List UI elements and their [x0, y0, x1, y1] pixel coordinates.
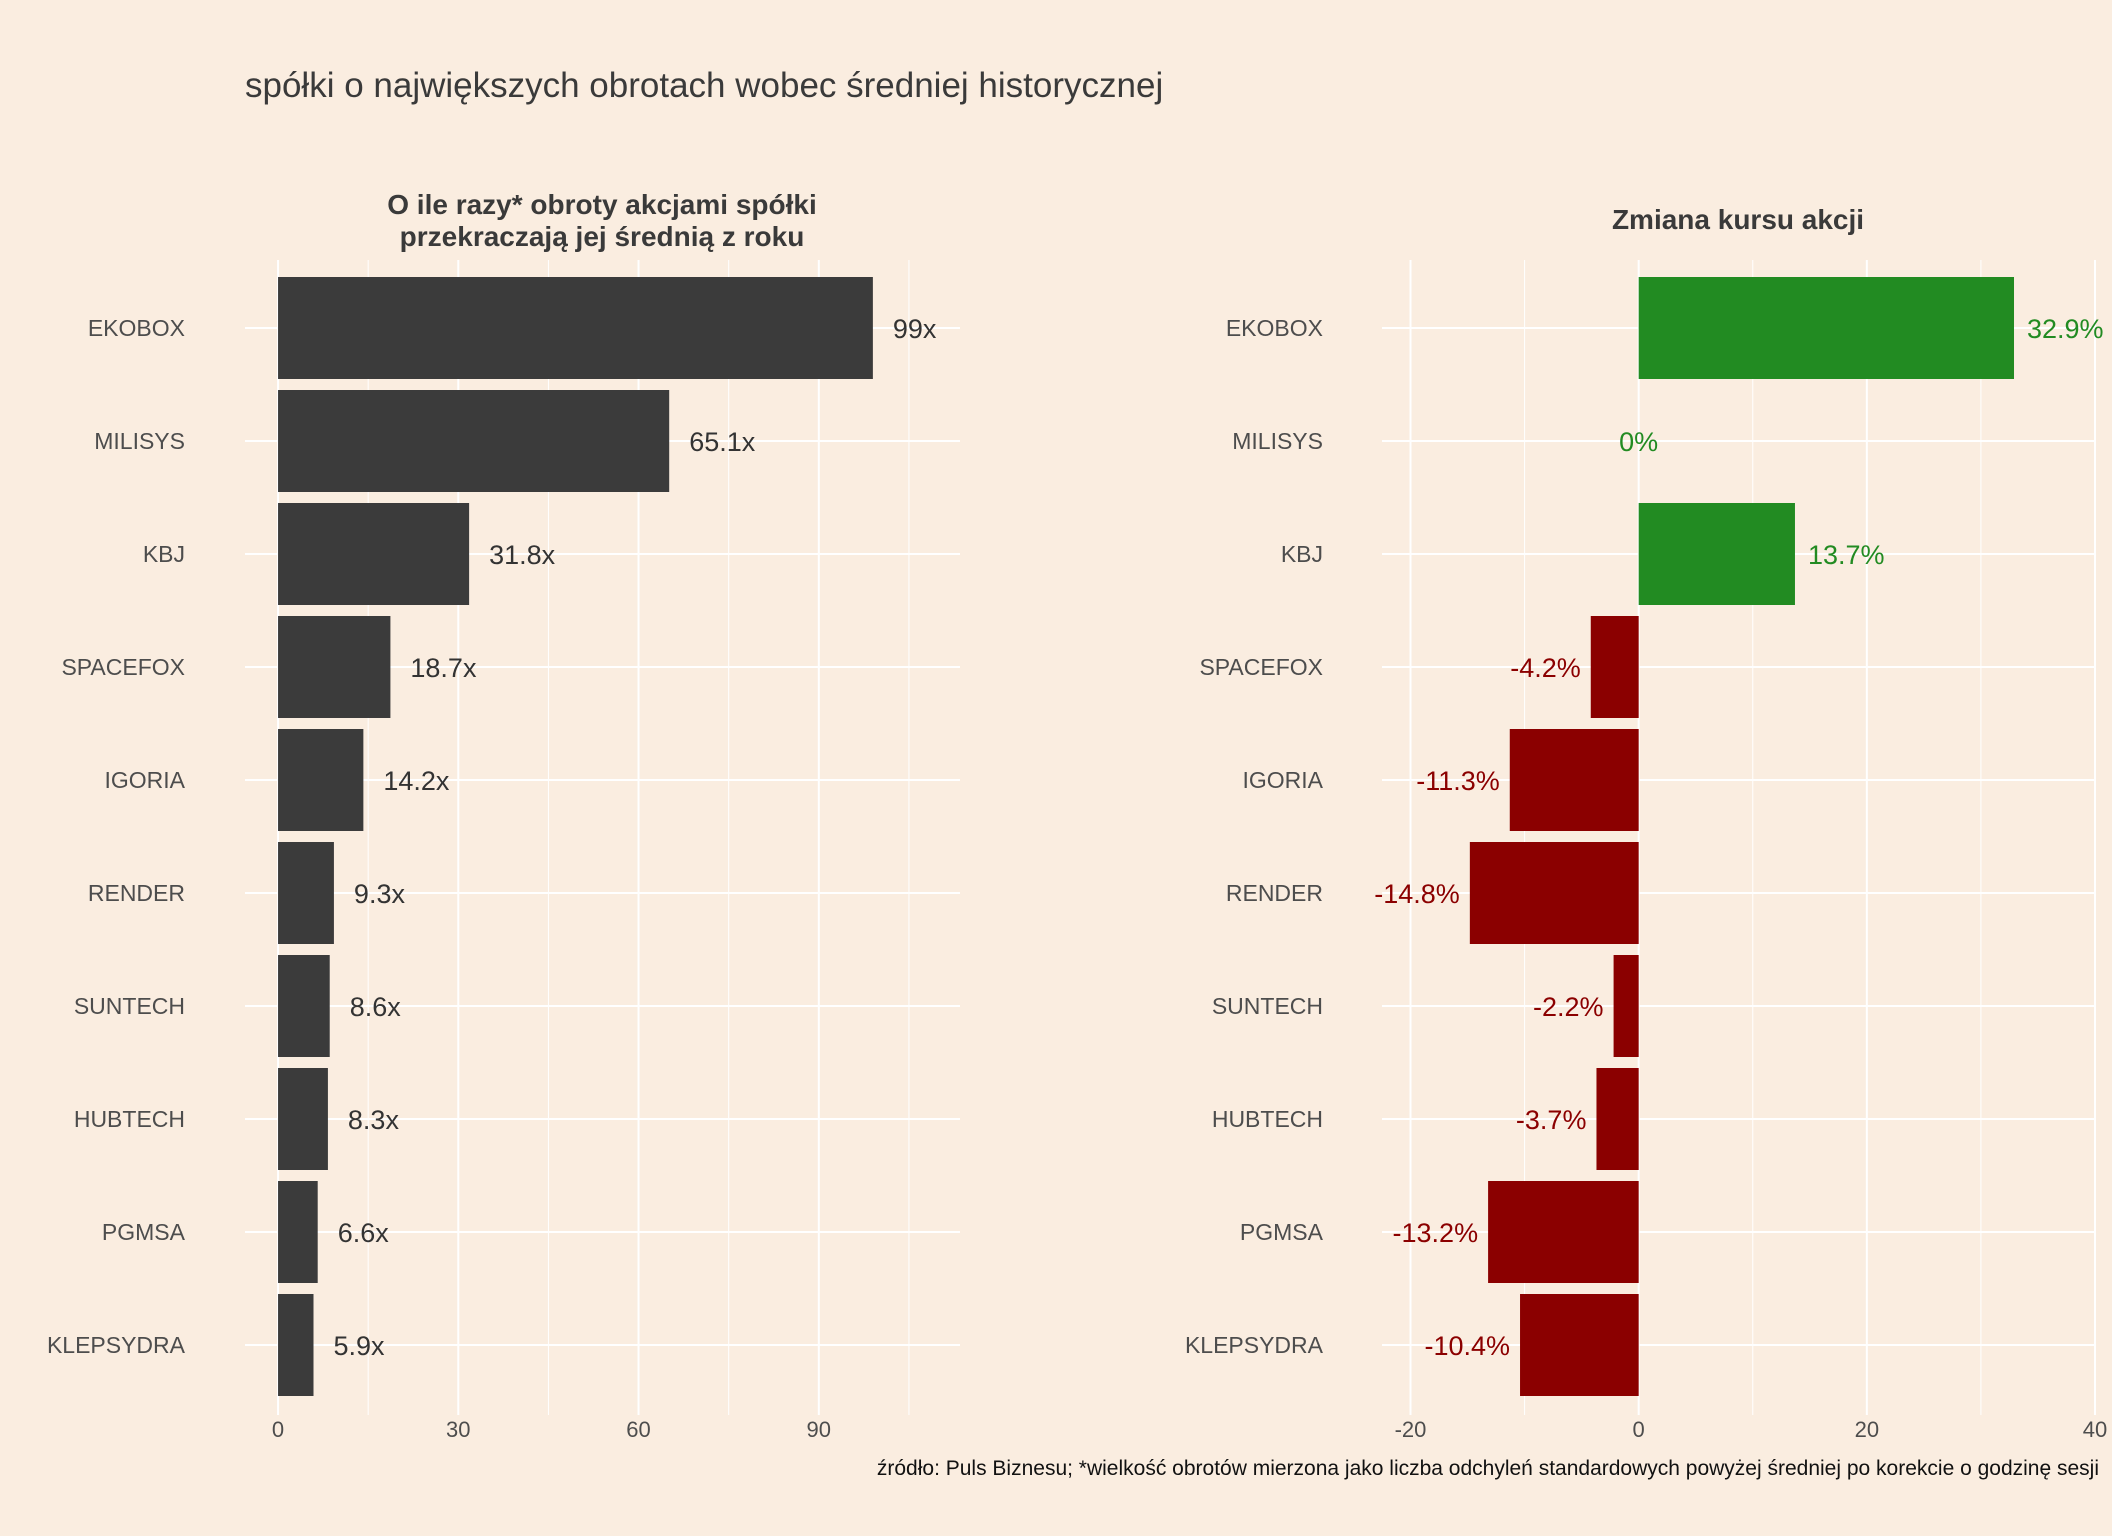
category-label: EKOBOX [1226, 315, 1323, 341]
data-label: 8.6x [350, 992, 402, 1022]
data-label: 99x [893, 314, 937, 344]
bar-milisys [278, 390, 670, 492]
bar-hubtech [1596, 1068, 1639, 1170]
bar-igoria [278, 729, 364, 831]
bar-hubtech [278, 1068, 328, 1170]
x-tick-label: 30 [446, 1417, 470, 1442]
data-label: -4.2% [1510, 653, 1581, 683]
bar-render [1469, 842, 1639, 944]
category-label: RENDER [1226, 880, 1323, 906]
bar-pgmsa [1488, 1181, 1639, 1283]
category-label: PGMSA [102, 1219, 186, 1245]
data-label: 0% [1619, 427, 1658, 457]
data-label: -13.2% [1393, 1218, 1479, 1248]
category-label: IGORIA [104, 767, 185, 793]
category-label: IGORIA [1242, 767, 1323, 793]
data-label: 18.7x [410, 653, 477, 683]
panel-title: przekraczają jej średnią z roku [400, 221, 805, 252]
bar-ekobox [1638, 277, 2015, 379]
x-tick-label: 0 [1633, 1417, 1645, 1442]
x-tick-label: -20 [1395, 1417, 1427, 1442]
bar-klepsydra [278, 1294, 314, 1396]
category-label: KBJ [143, 541, 185, 567]
bar-klepsydra [1520, 1294, 1639, 1396]
data-label: 32.9% [2027, 314, 2104, 344]
bar-spacefox [1590, 616, 1639, 718]
data-label: -2.2% [1533, 992, 1604, 1022]
data-label: -3.7% [1516, 1105, 1587, 1135]
category-label: KLEPSYDRA [47, 1332, 186, 1358]
category-label: KBJ [1281, 541, 1323, 567]
data-label: 65.1x [689, 427, 756, 457]
category-label: PGMSA [1240, 1219, 1324, 1245]
category-label: MILISYS [1232, 428, 1323, 454]
category-label: MILISYS [94, 428, 185, 454]
data-label: 5.9x [333, 1331, 385, 1361]
bar-kbj [1638, 503, 1795, 605]
panel-title: O ile razy* obroty akcjami spółki [387, 189, 817, 220]
bar-spacefox [278, 616, 391, 718]
bar-ekobox [278, 277, 873, 379]
category-label: RENDER [88, 880, 185, 906]
bar-pgmsa [278, 1181, 318, 1283]
x-tick-label: 40 [2083, 1417, 2107, 1442]
chart-main-title: spółki o największych obrotach wobec śre… [245, 66, 1164, 105]
panel-title: Zmiana kursu akcji [1612, 204, 1864, 235]
data-label: -14.8% [1374, 879, 1460, 909]
x-tick-label: 20 [1855, 1417, 1879, 1442]
bar-suntech [1613, 955, 1639, 1057]
bar-kbj [278, 503, 470, 605]
category-label: HUBTECH [74, 1106, 185, 1132]
data-label: 31.8x [489, 540, 556, 570]
category-label: SPACEFOX [1199, 654, 1323, 680]
category-label: HUBTECH [1212, 1106, 1323, 1132]
bar-render [278, 842, 334, 944]
data-label: 14.2x [383, 766, 450, 796]
x-tick-label: 0 [272, 1417, 284, 1442]
x-tick-label: 90 [807, 1417, 831, 1442]
x-tick-label: 60 [626, 1417, 650, 1442]
bar-igoria [1509, 729, 1639, 831]
data-label: 9.3x [354, 879, 406, 909]
category-label: SPACEFOX [61, 654, 185, 680]
data-label: 8.3x [348, 1105, 400, 1135]
data-label: -10.4% [1424, 1331, 1510, 1361]
category-label: KLEPSYDRA [1185, 1332, 1324, 1358]
category-label: EKOBOX [88, 315, 185, 341]
chart-caption: źródło: Puls Biznesu; *wielkość obrotów … [876, 1457, 2099, 1480]
bar-suntech [278, 955, 330, 1057]
category-label: SUNTECH [1212, 993, 1323, 1019]
data-label: 13.7% [1808, 540, 1885, 570]
category-label: SUNTECH [74, 993, 185, 1019]
data-label: 6.6x [338, 1218, 390, 1248]
data-label: -11.3% [1416, 766, 1500, 796]
